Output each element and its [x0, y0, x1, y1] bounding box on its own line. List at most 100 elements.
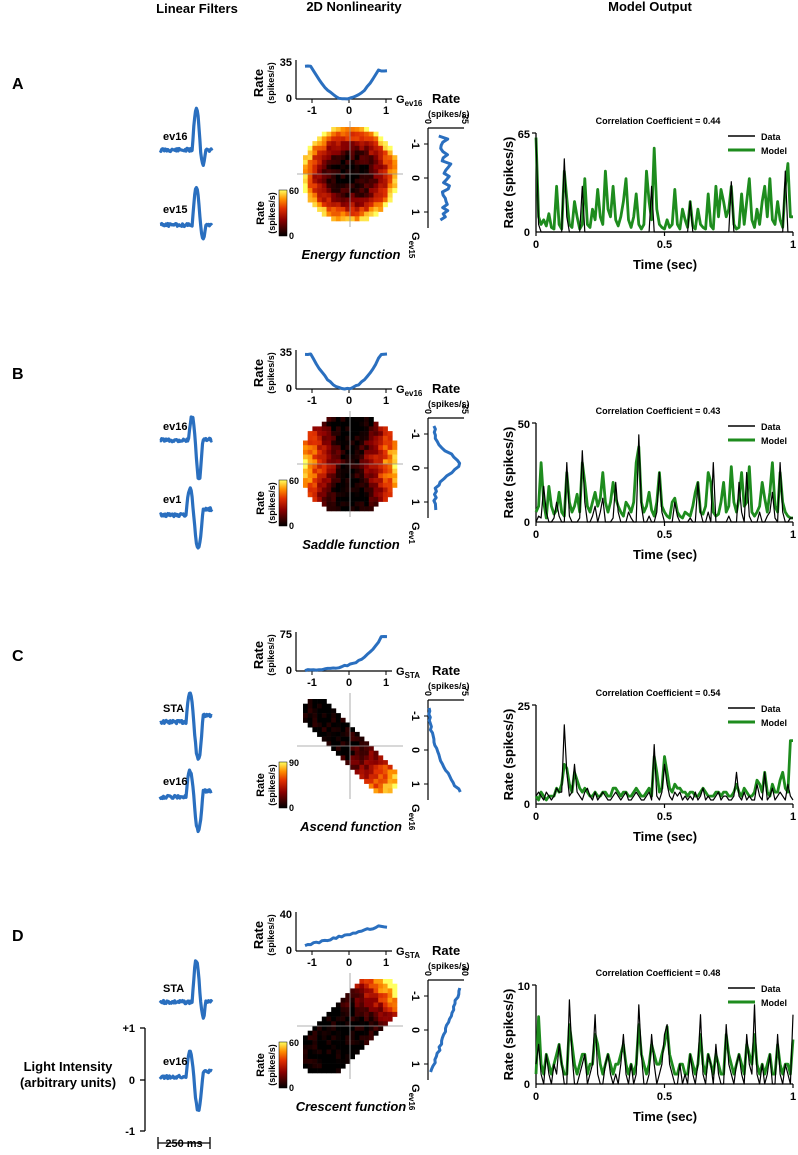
- heatmap-cell: [364, 496, 370, 502]
- heatmap-cell: [321, 145, 327, 151]
- heatmap-cell: [382, 192, 388, 198]
- scale-minus-label: -1: [125, 1126, 135, 1138]
- heatmap-cell: [392, 1011, 398, 1017]
- heatmap-cell: [345, 760, 351, 766]
- heatmap-cell: [326, 1026, 332, 1031]
- heatmap-cell: [321, 431, 327, 437]
- top-marginal-curve: [304, 635, 388, 673]
- heatmap-cell: [350, 159, 355, 165]
- colorbar-label-group: Rate (spikes/s): [255, 482, 277, 524]
- heatmap-cell: [321, 164, 327, 170]
- heatmap-cell: [317, 188, 323, 194]
- heatmap-cell: [312, 159, 318, 165]
- heatmap-cell: [350, 482, 355, 488]
- heatmap-cell: [317, 487, 323, 493]
- heatmap-cell: [335, 727, 341, 733]
- heatmap-cell: [303, 188, 308, 194]
- heatmap-cell: [312, 141, 318, 147]
- heatmap-cell: [317, 449, 323, 455]
- heatmap-cell: [364, 774, 370, 780]
- heatmap-cell: [354, 1002, 360, 1008]
- heatmap-cell: [321, 188, 327, 194]
- heatmap-cell: [331, 1030, 337, 1036]
- heatmap-cell: [312, 1054, 318, 1060]
- heatmap-cell: [387, 764, 393, 770]
- heatmap-cell: [345, 736, 351, 742]
- heatmap-cell: [354, 141, 360, 147]
- heatmap-cell: [382, 197, 388, 203]
- heatmap-cell: [321, 169, 327, 175]
- heatmap-cell: [307, 449, 313, 455]
- heatmap-cell: [359, 501, 365, 507]
- heatmap-cell: [354, 155, 360, 161]
- heatmap-cell: [317, 445, 323, 451]
- heatmap-cell: [335, 1068, 341, 1074]
- heatmap-cell: [354, 464, 360, 469]
- heatmap-cell: [359, 417, 365, 422]
- right-marginal-max: 35: [460, 404, 470, 414]
- heatmap-cell: [307, 1063, 313, 1069]
- heatmap-cell: [378, 778, 384, 784]
- heatmap-cell: [392, 988, 398, 994]
- output-ylabel-group: Rate (spikes/s): [501, 989, 516, 1081]
- heatmap-cell: [307, 713, 313, 719]
- heatmap-cell: [340, 496, 346, 502]
- right-marginal-min: 0: [423, 409, 433, 414]
- heatmap-cell: [373, 178, 379, 184]
- heatmap-cell: [303, 169, 308, 175]
- right-marginal-max-group: 35: [460, 404, 470, 414]
- heatmap-cell: [368, 468, 374, 474]
- heatmap-cell: [359, 482, 365, 488]
- g-subscript: ev16: [405, 99, 423, 108]
- heatmap-cell: [378, 150, 384, 156]
- heatmap-cell: [335, 1054, 341, 1060]
- heatmap-cell: [368, 1021, 374, 1027]
- heatmap-cell: [359, 150, 365, 156]
- heatmap-cell: [331, 150, 337, 156]
- heatmap-cell: [378, 769, 384, 775]
- heatmap-cell: [387, 1007, 393, 1013]
- heatmap-cell: [345, 159, 351, 165]
- heatmap-cell: [321, 445, 327, 451]
- heatmap-cell: [359, 164, 365, 170]
- heatmap-cell: [354, 764, 360, 770]
- heatmap-cell: [354, 1040, 360, 1046]
- heatmap-cell: [354, 192, 360, 198]
- heatmap-cell: [340, 1063, 346, 1069]
- heatmap-cell: [350, 1040, 355, 1046]
- heatmap-cell: [345, 136, 351, 142]
- right-marginal-g-label: Gev15: [407, 232, 421, 259]
- heatmap-cell: [326, 417, 332, 422]
- output-chart: Correlation Coefficient = 0.44 65 00 0.5 1 Ti…: [501, 116, 796, 272]
- heatmap-cell: [307, 468, 313, 474]
- heatmap-cell: [364, 750, 370, 756]
- heatmap-cell: [378, 169, 384, 175]
- heatmap-cell: [307, 478, 313, 484]
- heatmap-cell: [368, 464, 374, 469]
- right-marginal-tick-label: 0: [409, 747, 421, 753]
- heatmap-cell: [331, 183, 337, 189]
- heatmap-cell: [382, 426, 388, 432]
- heatmap-cell: [392, 159, 398, 165]
- heatmap-cell: [359, 769, 365, 775]
- heatmap-cell: [335, 197, 341, 203]
- heatmap-cell: [359, 1021, 365, 1027]
- heatmap-cell: [303, 1049, 308, 1055]
- heatmap-cell: [331, 174, 337, 179]
- heatmap-cell: [359, 174, 365, 179]
- top-marginal-tick-label: 1: [383, 957, 389, 969]
- heatmap-cell: [326, 708, 332, 714]
- g-subscript: ev16: [407, 813, 416, 831]
- heatmap-cell: [364, 202, 370, 208]
- heatmap-cell: [340, 174, 346, 179]
- heatmap-cell: [335, 192, 341, 198]
- heatmap-cell: [368, 506, 374, 512]
- heatmap-cell: [331, 717, 337, 723]
- heatmap-cell: [392, 778, 398, 784]
- heatmap-cell: [326, 717, 332, 723]
- heatmap-cell: [326, 1063, 332, 1069]
- heatmap-cell: [392, 169, 398, 175]
- heatmap-cell: [345, 750, 351, 756]
- heatmap-cell: [331, 145, 337, 151]
